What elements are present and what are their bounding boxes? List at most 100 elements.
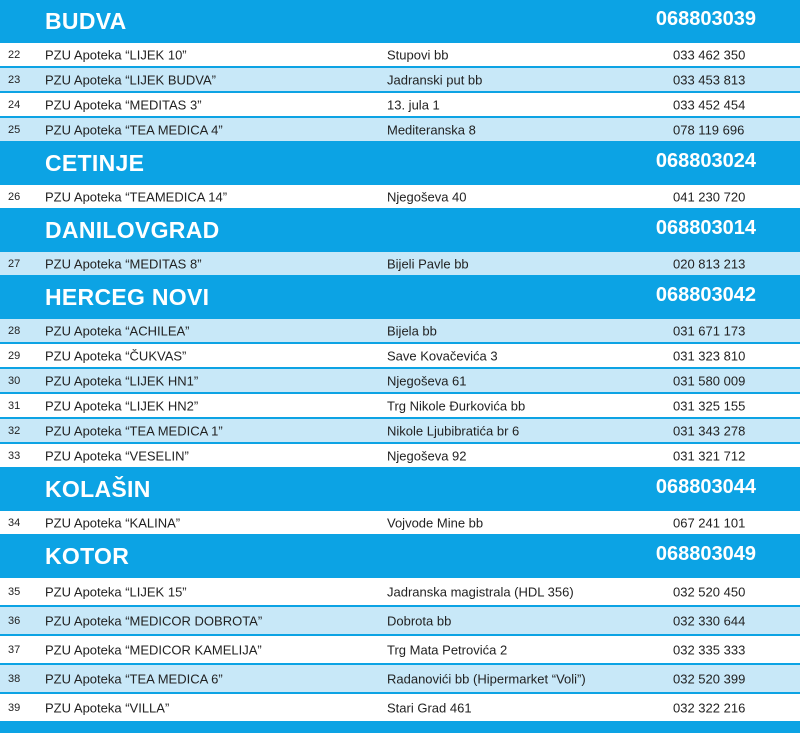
city-name: DANILOVGRAD — [45, 217, 220, 243]
table-row: 29 PZU Apoteka “ČUKVAS” Save Kovačevića … — [0, 343, 800, 368]
row-number: 26 — [8, 190, 21, 203]
pharmacy-phone: 032 520 399 — [673, 671, 746, 686]
pharmacy-address: 13. jula 1 — [387, 97, 440, 112]
pharmacy-address: Stupovi bb — [387, 47, 449, 62]
pharmacy-name: PZU Apoteka “MEDICOR KAMELIJA” — [45, 642, 262, 657]
table-row: 38 PZU Apoteka “TEA MEDICA 6” Radanovići… — [0, 664, 800, 693]
pharmacy-address: Njegoševa 92 — [387, 448, 467, 463]
pharmacy-address: Mediteranska 8 — [387, 122, 476, 137]
city-header: KOLAŠIN 068803044 — [0, 468, 800, 510]
row-number: 38 — [8, 672, 21, 685]
pharmacy-name: PZU Apoteka “VESELIN” — [45, 448, 189, 463]
row-number: 29 — [8, 349, 21, 362]
pharmacy-phone: 041 230 720 — [673, 189, 746, 204]
table-row: 36 PZU Apoteka “MEDICOR DOBROTA” Dobrota… — [0, 606, 800, 635]
pharmacy-name: PZU Apoteka “TEA MEDICA 4” — [45, 122, 223, 137]
pharmacy-phone: 033 452 454 — [673, 97, 746, 112]
city-header: CETINJE 068803024 — [0, 142, 800, 184]
table-row: 25 PZU Apoteka “TEA MEDICA 4” Mediterans… — [0, 117, 800, 142]
pharmacy-address: Bijela bb — [387, 323, 437, 338]
row-number: 28 — [8, 324, 21, 337]
pharmacy-address: Stari Grad 461 — [387, 700, 472, 715]
pharmacy-name: PZU Apoteka “LIJEK HN2” — [45, 398, 199, 413]
pharmacy-name: PZU Apoteka “VILLA” — [45, 700, 170, 715]
table-row: 28 PZU Apoteka “ACHILEA” Bijela bb 031 6… — [0, 318, 800, 343]
pharmacy-name: PZU Apoteka “MEDICOR DOBROTA” — [45, 613, 263, 628]
pharmacy-name: PZU Apoteka “TEAMEDICA 14” — [45, 189, 228, 204]
table-row: 39 PZU Apoteka “VILLA” Stari Grad 461 03… — [0, 693, 800, 722]
city-header: HERCEG NOVI 068803042 — [0, 276, 800, 318]
pharmacy-address: Jadranska magistrala (HDL 356) — [387, 584, 574, 599]
pharmacy-name: PZU Apoteka “MEDITAS 8” — [45, 256, 202, 271]
row-number: 22 — [8, 48, 21, 61]
pharmacy-phone: 020 813 213 — [673, 256, 746, 271]
city-hotline: 068803044 — [655, 476, 756, 498]
city-name: KOTOR — [45, 543, 130, 569]
pharmacy-address: Vojvode Mine bb — [387, 515, 484, 530]
table-row: 35 PZU Apoteka “LIJEK 15” Jadranska magi… — [0, 577, 800, 606]
row-number: 37 — [8, 643, 21, 656]
table-row: 31 PZU Apoteka “LIJEK HN2” Trg Nikole Đu… — [0, 393, 800, 418]
pharmacy-name: PZU Apoteka “LIJEK BUDVA” — [45, 72, 216, 87]
row-number: 35 — [8, 585, 21, 598]
table-row: 24 PZU Apoteka “MEDITAS 3” 13. jula 1 03… — [0, 92, 800, 117]
table-row: 26 PZU Apoteka “TEAMEDICA 14” Njegoševa … — [0, 184, 800, 209]
city-header: DANILOVGRAD 068803014 — [0, 209, 800, 251]
pharmacy-address: Trg Nikole Đurkovića bb — [387, 398, 526, 413]
table-row: 23 PZU Apoteka “LIJEK BUDVA” Jadranski p… — [0, 67, 800, 92]
row-number: 24 — [8, 98, 21, 111]
city-header: BUDVA 068803039 — [0, 0, 800, 42]
pharmacy-name: PZU Apoteka “ACHILEA” — [45, 323, 190, 338]
pharmacy-address: Dobrota bb — [387, 613, 452, 628]
pharmacy-phone: 032 335 333 — [673, 642, 746, 657]
pharmacy-name: PZU Apoteka “LIJEK HN1” — [45, 373, 199, 388]
row-number: 33 — [8, 449, 21, 462]
row-number: 32 — [8, 424, 21, 437]
pharmacy-address: Bijeli Pavle bb — [387, 256, 469, 271]
table-row: 34 PZU Apoteka “KALINA” Vojvode Mine bb … — [0, 510, 800, 535]
pharmacy-name: PZU Apoteka “KALINA” — [45, 515, 181, 530]
row-number: 39 — [8, 701, 21, 714]
pharmacy-name: PZU Apoteka “LIJEK 10” — [45, 47, 187, 62]
row-number: 30 — [8, 374, 21, 387]
pharmacy-name: PZU Apoteka “ČUKVAS” — [45, 348, 187, 363]
pharmacy-address: Trg Mata Petrovića 2 — [387, 642, 508, 657]
pharmacy-name: PZU Apoteka “LIJEK 15” — [45, 584, 187, 599]
pharmacy-phone: 067 241 101 — [673, 515, 746, 530]
pharmacy-phone: 032 520 450 — [673, 584, 746, 599]
pharmacy-address: Njegoševa 61 — [387, 373, 467, 388]
city-name: CETINJE — [45, 150, 145, 176]
city-name: KOLAŠIN — [45, 476, 151, 502]
pharmacy-address: Nikole Ljubibratića br 6 — [387, 423, 520, 438]
city-hotline: 068803039 — [655, 8, 756, 30]
pharmacy-phone: 033 453 813 — [673, 72, 746, 87]
table-row: 30 PZU Apoteka “LIJEK HN1” Njegoševa 61 … — [0, 368, 800, 393]
pharmacy-address: Radanovići bb (Hipermarket “Voli”) — [387, 671, 586, 686]
row-number: 27 — [8, 257, 21, 270]
pharmacy-phone: 078 119 696 — [673, 122, 745, 137]
pharmacy-name: PZU Apoteka “TEA MEDICA 6” — [45, 671, 223, 686]
city-header: KOTOR 068803049 — [0, 535, 800, 577]
table-row: 37 PZU Apoteka “MEDICOR KAMELIJA” Trg Ma… — [0, 635, 800, 664]
city-name: BUDVA — [45, 8, 127, 34]
city-hotline: 068803049 — [655, 543, 756, 565]
row-number: 34 — [8, 516, 21, 529]
pharmacy-address: Njegoševa 40 — [387, 189, 467, 204]
pharmacy-phone: 031 343 278 — [673, 423, 746, 438]
pharmacy-address: Jadranski put bb — [387, 72, 483, 87]
pharmacy-address: Save Kovačevića 3 — [387, 348, 498, 363]
pharmacy-phone: 031 671 173 — [673, 323, 746, 338]
pharmacy-phone: 031 323 810 — [673, 348, 746, 363]
city-name: HERCEG NOVI — [45, 284, 210, 310]
row-number: 36 — [8, 614, 21, 627]
pharmacy-phone: 031 321 712 — [673, 448, 746, 463]
table-row: 32 PZU Apoteka “TEA MEDICA 1” Nikole Lju… — [0, 418, 800, 443]
pharmacy-name: PZU Apoteka “MEDITAS 3” — [45, 97, 202, 112]
pharmacy-phone: 031 325 155 — [673, 398, 746, 413]
pharmacy-phone: 032 330 644 — [673, 613, 746, 628]
pharmacy-phone: 032 322 216 — [673, 700, 746, 715]
city-hotline: 068803024 — [655, 150, 756, 172]
row-number: 23 — [8, 73, 21, 86]
table-row: 33 PZU Apoteka “VESELIN” Njegoševa 92 03… — [0, 443, 800, 468]
